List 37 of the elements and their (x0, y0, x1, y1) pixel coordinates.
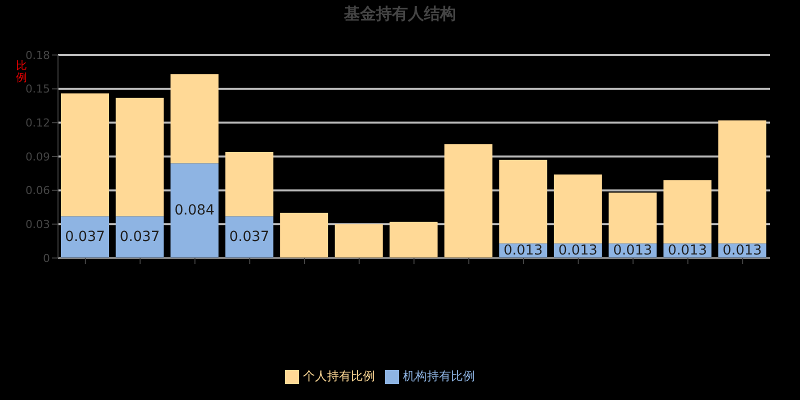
bar (718, 120, 766, 244)
data-label: 0.013 (558, 242, 598, 259)
bar (225, 216, 274, 258)
data-label: 0.037 (120, 229, 160, 246)
bar (280, 212, 328, 258)
bar (225, 152, 274, 216)
y-tick-label: 0.18 (26, 48, 50, 62)
chart-title: 基金持有人结构 (343, 4, 457, 25)
data-label: 0.037 (229, 229, 270, 246)
y-tick-label: 0.06 (26, 184, 50, 198)
y-tick-label: 0 (43, 252, 50, 265)
y-tick-label: 0.03 (26, 218, 50, 232)
data-label: 0.013 (722, 242, 762, 259)
bar (61, 216, 109, 258)
bar (663, 180, 712, 244)
bar (334, 224, 383, 258)
bar (116, 216, 164, 258)
bar (170, 74, 219, 164)
bar (444, 144, 492, 258)
y-tick-label: 0.15 (26, 82, 50, 96)
bar (390, 222, 438, 258)
y-axis-title: 比例 (16, 59, 27, 84)
data-label: 0.013 (668, 242, 708, 259)
legend-label: 个人持有比例 (303, 369, 375, 383)
bar (554, 174, 602, 244)
data-label: 0.037 (64, 229, 106, 246)
y-tick-label: 0.09 (26, 150, 50, 164)
data-label: 0.013 (504, 242, 543, 259)
data-label: 0.013 (613, 242, 652, 259)
bar (608, 192, 657, 244)
bar (61, 93, 109, 216)
bar (499, 160, 548, 244)
legend-label: 机构持有比例 (403, 369, 475, 383)
bar (170, 163, 219, 258)
data-label: 0.084 (174, 202, 215, 219)
y-tick-label: 0.12 (26, 116, 50, 130)
bar (116, 98, 164, 216)
